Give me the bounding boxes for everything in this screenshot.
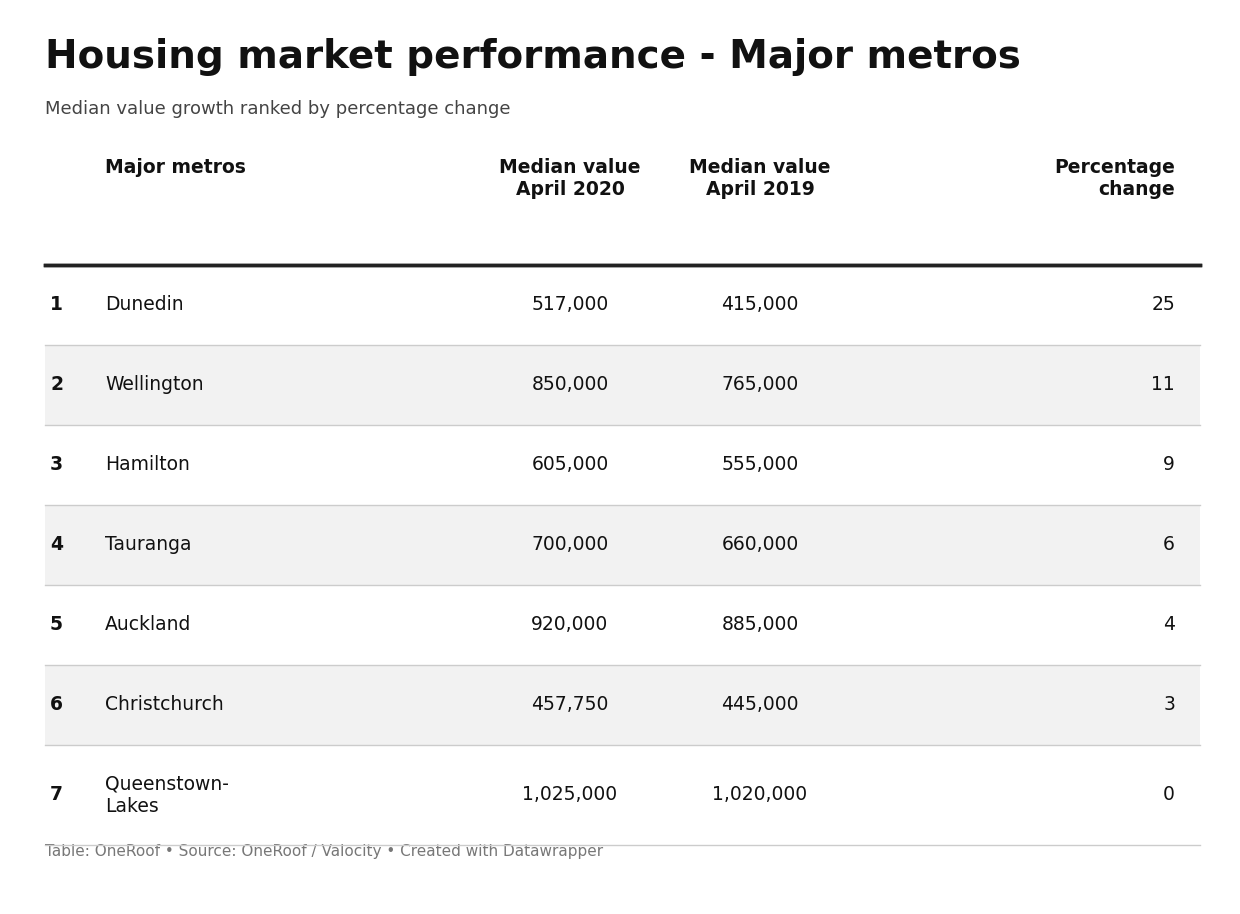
Text: 5: 5	[50, 615, 63, 634]
Text: 2: 2	[50, 376, 63, 395]
Text: Hamilton: Hamilton	[105, 455, 190, 474]
Text: Tauranga: Tauranga	[105, 536, 191, 555]
Bar	[45, 265, 1200, 345]
Text: 4: 4	[1163, 615, 1176, 634]
Text: 765,000: 765,000	[722, 376, 799, 395]
Bar	[45, 745, 1200, 845]
Text: 3: 3	[1163, 696, 1176, 715]
Text: 7: 7	[50, 785, 63, 804]
Text: 0: 0	[1163, 785, 1176, 804]
Text: 25: 25	[1151, 295, 1176, 314]
Text: 920,000: 920,000	[532, 615, 609, 634]
Bar	[45, 585, 1200, 665]
Text: Queenstown-
Lakes: Queenstown- Lakes	[105, 774, 229, 815]
Text: 3: 3	[50, 455, 63, 474]
Text: Auckland: Auckland	[105, 615, 191, 634]
Text: 1: 1	[50, 295, 63, 314]
Text: 6: 6	[50, 696, 63, 715]
Text: 700,000: 700,000	[532, 536, 609, 555]
Text: 4: 4	[50, 536, 63, 555]
Text: 9: 9	[1163, 455, 1176, 474]
Text: 605,000: 605,000	[532, 455, 609, 474]
Text: Christchurch: Christchurch	[105, 696, 223, 715]
Text: Table: OneRoof • Source: OneRoof / Valocity • Created with Datawrapper: Table: OneRoof • Source: OneRoof / Valoc…	[45, 844, 603, 859]
Text: 11: 11	[1151, 376, 1176, 395]
Text: 885,000: 885,000	[722, 615, 799, 634]
Bar	[45, 505, 1200, 585]
Text: Wellington: Wellington	[105, 376, 203, 395]
Text: Major metros: Major metros	[105, 158, 246, 177]
Text: 555,000: 555,000	[722, 455, 799, 474]
Text: 517,000: 517,000	[532, 295, 609, 314]
Text: Dunedin: Dunedin	[105, 295, 184, 314]
Text: 6: 6	[1163, 536, 1176, 555]
Text: 1,025,000: 1,025,000	[522, 785, 618, 804]
Text: Median value growth ranked by percentage change: Median value growth ranked by percentage…	[45, 100, 511, 118]
Text: 850,000: 850,000	[532, 376, 609, 395]
Text: Housing market performance - Major metros: Housing market performance - Major metro…	[45, 38, 1021, 76]
Text: Percentage
change: Percentage change	[1054, 158, 1176, 199]
Text: 660,000: 660,000	[722, 536, 799, 555]
Bar	[45, 425, 1200, 505]
Text: Median value
April 2019: Median value April 2019	[689, 158, 831, 199]
Text: 445,000: 445,000	[722, 696, 799, 715]
Text: 415,000: 415,000	[722, 295, 799, 314]
Bar	[45, 665, 1200, 745]
Text: 1,020,000: 1,020,000	[713, 785, 807, 804]
Text: 457,750: 457,750	[531, 696, 609, 715]
Text: Median value
April 2020: Median value April 2020	[500, 158, 641, 199]
Bar	[45, 345, 1200, 425]
